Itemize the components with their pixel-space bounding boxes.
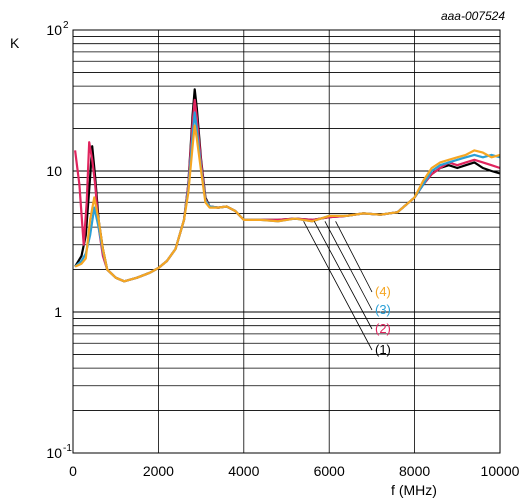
- y-axis-label: K: [10, 35, 20, 51]
- legend-leader: [324, 221, 373, 311]
- legend-leader: [335, 221, 373, 293]
- legend-label: (1): [375, 342, 391, 357]
- legend-label: (4): [375, 284, 391, 299]
- y-tick-label: 1: [54, 304, 62, 320]
- plot-frame: [72, 29, 501, 454]
- x-tick-label: 6000: [314, 463, 345, 479]
- legend-leader: [303, 221, 373, 351]
- grid-lines: [73, 30, 500, 453]
- y-tick-label: 10: [46, 22, 62, 38]
- series-line-2: [74, 98, 501, 283]
- y-tick-label: 10: [46, 445, 62, 461]
- x-tick-label: 2000: [143, 463, 174, 479]
- y-tick-exponent: -1: [63, 443, 72, 454]
- x-axis-label: f (MHz): [391, 482, 437, 498]
- series-line-1: [74, 88, 501, 283]
- x-tick-label: 8000: [399, 463, 430, 479]
- series-group: [74, 88, 501, 283]
- series-line-4: [74, 124, 501, 283]
- legend-label: (2): [375, 321, 391, 336]
- y-tick-label: 10: [46, 163, 62, 179]
- legend-label: (3): [375, 302, 391, 317]
- series-line-3: [74, 111, 501, 283]
- x-tick-labels: 0 2000 4000 6000 8000 10000: [69, 463, 520, 479]
- figure-reference: aaa-007524: [441, 9, 505, 23]
- y-tick-exponent: 2: [63, 20, 69, 31]
- x-tick-label: 10000: [481, 463, 520, 479]
- x-tick-label: 4000: [228, 463, 259, 479]
- legend: (1) (2) (3) (4): [303, 221, 391, 357]
- x-tick-label: 0: [69, 463, 77, 479]
- legend-leader: [313, 221, 373, 330]
